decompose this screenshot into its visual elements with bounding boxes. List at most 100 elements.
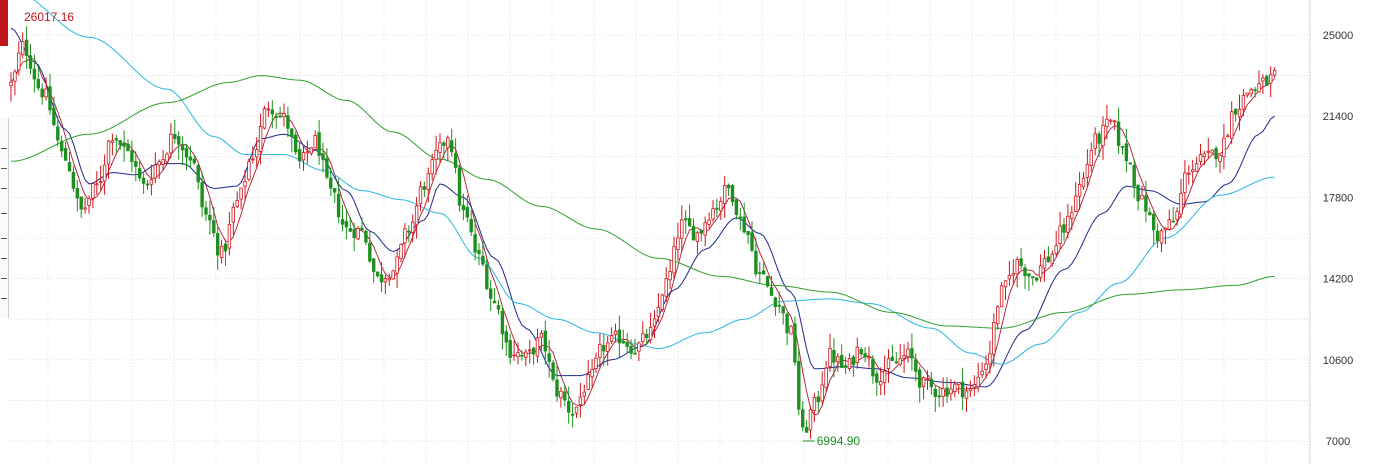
candle-body	[918, 369, 922, 388]
candle-body	[176, 136, 181, 145]
candle-body	[446, 137, 450, 149]
y-tick-label: 10600	[1323, 355, 1354, 367]
candle-body	[52, 107, 56, 126]
candle-body	[67, 162, 72, 172]
candle-body	[169, 133, 173, 154]
candle-body	[1120, 145, 1125, 148]
candle-body	[902, 355, 906, 359]
candle-body	[180, 145, 185, 151]
candle-body	[371, 258, 376, 272]
candle-body	[629, 345, 633, 354]
candle-body	[699, 230, 703, 234]
candle-body	[1179, 193, 1183, 215]
candle-body	[1089, 149, 1093, 166]
candle-body	[894, 361, 898, 364]
candle-body	[375, 271, 380, 277]
candle-body	[60, 141, 64, 152]
candle-body	[1035, 277, 1039, 281]
moving-average-lines	[10, 0, 1275, 416]
candle-body	[879, 381, 883, 386]
candle-body	[106, 140, 111, 165]
price-axis: 25000 21400 17800 14200 10600 7000	[1309, 0, 1354, 464]
candle-body	[921, 376, 926, 387]
left-panel-tab[interactable]	[0, 0, 8, 46]
candle-body	[184, 148, 189, 158]
candle-body	[637, 342, 641, 352]
candle-body	[161, 159, 165, 165]
candle-body	[99, 181, 103, 183]
y-tick-label: 7000	[1326, 436, 1350, 448]
candle-body	[1218, 154, 1222, 162]
candle-body	[1155, 230, 1160, 242]
candle-body	[563, 391, 567, 401]
candle-body	[426, 173, 430, 190]
candle-body	[703, 222, 707, 236]
candle-body	[676, 237, 680, 250]
y-tick-label: 25000	[1323, 30, 1354, 42]
candle-body	[586, 374, 590, 390]
candle-body	[960, 381, 965, 398]
candle-body	[929, 379, 934, 388]
candle-body	[231, 206, 235, 223]
candle-body	[828, 348, 832, 367]
candle-body	[227, 224, 232, 249]
candle-body	[516, 352, 520, 358]
candle-body	[305, 151, 310, 154]
candle-body	[1187, 172, 1191, 175]
candle-body	[1253, 89, 1257, 92]
candle-body	[340, 219, 345, 225]
candle-body	[625, 342, 629, 347]
candle-body	[781, 306, 785, 314]
candlesticks	[9, 26, 1277, 439]
candle-body	[457, 167, 462, 206]
candle-body	[570, 413, 575, 416]
left-toolbar-strip[interactable]	[0, 118, 9, 318]
candle-body	[645, 333, 649, 339]
candle-body	[535, 337, 540, 357]
candle-body	[1257, 83, 1261, 93]
candle-body	[1046, 256, 1051, 263]
ma-fast-line	[10, 57, 1275, 416]
candle-body	[17, 52, 21, 71]
candle-body	[317, 132, 321, 156]
candle-body	[968, 388, 973, 392]
candle-body	[1003, 280, 1008, 288]
candle-body	[1015, 259, 1019, 275]
candle-body	[1070, 212, 1074, 219]
candle-body	[886, 358, 891, 370]
candle-body	[804, 427, 809, 433]
candle-body	[200, 182, 204, 208]
candle-body	[360, 227, 364, 231]
candle-body	[1261, 77, 1265, 82]
candle-body	[992, 322, 996, 355]
candle-body	[590, 369, 594, 378]
candle-body	[453, 153, 458, 168]
candle-body	[91, 183, 95, 199]
candle-body	[1011, 273, 1015, 276]
candle-body	[83, 207, 87, 210]
candle-body	[1105, 118, 1109, 127]
candle-body	[765, 275, 770, 287]
candle-body	[1191, 169, 1195, 173]
candle-body	[875, 373, 879, 383]
candle-body	[1124, 143, 1129, 162]
candle-body	[114, 138, 118, 141]
candle-body	[1023, 267, 1027, 277]
candle-body	[1202, 153, 1207, 157]
candle-body	[945, 387, 949, 397]
candle-body	[28, 55, 33, 69]
candle-body	[1019, 258, 1023, 267]
candle-body	[801, 409, 805, 428]
candle-body	[1140, 194, 1144, 200]
candle-body	[266, 108, 271, 111]
candle-body	[1074, 195, 1078, 212]
candle-body	[1027, 273, 1031, 277]
candle-body	[539, 332, 544, 338]
candle-body	[1148, 212, 1152, 216]
candle-body	[56, 126, 60, 141]
candle-body	[418, 186, 423, 205]
candle-body	[668, 271, 672, 281]
candle-body	[1113, 120, 1117, 123]
